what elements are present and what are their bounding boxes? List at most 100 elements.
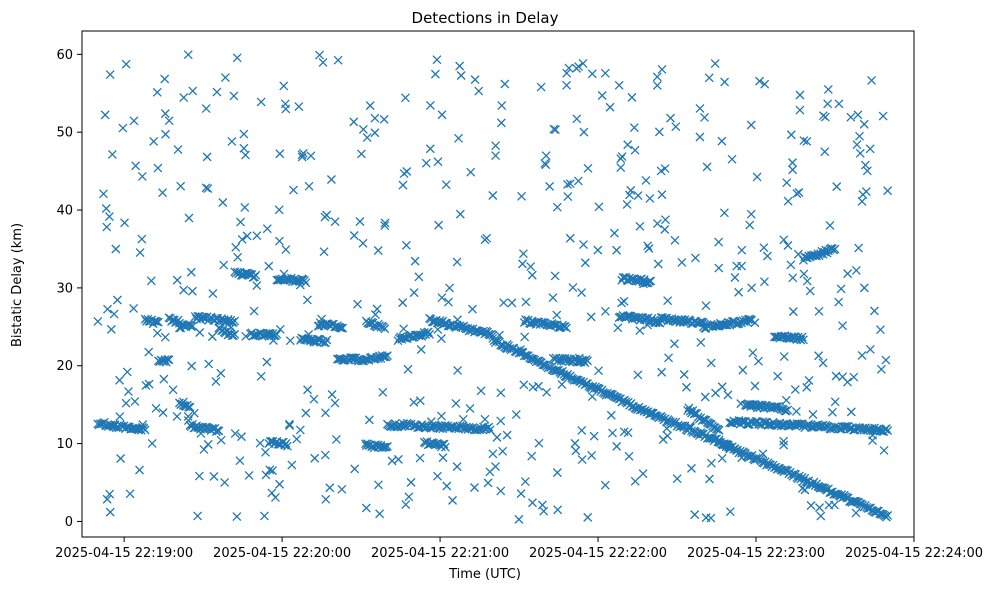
data-point-marker — [589, 431, 599, 441]
data-point-marker — [594, 202, 604, 212]
data-point-marker — [815, 503, 824, 513]
data-point-marker — [373, 480, 383, 490]
data-point-marker — [679, 317, 689, 327]
data-point-marker — [586, 312, 596, 322]
data-point-marker — [102, 494, 112, 504]
data-point-marker — [854, 243, 864, 253]
data-point-marker — [507, 298, 517, 308]
data-point-marker — [673, 315, 683, 325]
y-tick-label: 30 — [56, 281, 73, 296]
data-point-marker — [310, 453, 320, 463]
data-point-marker — [779, 235, 789, 245]
y-tick-label: 10 — [56, 437, 73, 452]
data-point-marker — [347, 353, 357, 363]
data-point-marker — [209, 472, 219, 481]
data-point-marker — [660, 225, 670, 234]
data-point-marker — [865, 344, 875, 354]
data-point-marker — [441, 180, 451, 190]
data-point-marker — [195, 328, 205, 337]
data-point-marker — [714, 263, 724, 273]
data-point-marker — [319, 247, 329, 257]
data-point-marker — [706, 458, 716, 468]
data-point-marker — [179, 93, 189, 103]
data-point-marker — [561, 323, 571, 333]
data-point-marker — [204, 359, 214, 369]
data-point-marker — [301, 408, 311, 418]
data-point-marker — [528, 498, 537, 508]
data-point-marker — [823, 99, 833, 109]
data-point-marker — [158, 408, 168, 418]
x-axis-title: Time (UTC) — [448, 567, 521, 582]
data-point-marker — [176, 181, 186, 191]
data-point-marker — [734, 319, 744, 328]
data-point-marker — [380, 324, 390, 334]
data-point-marker — [815, 483, 825, 493]
data-point-marker — [615, 312, 625, 322]
data-point-marker — [651, 318, 661, 328]
data-point-marker — [130, 397, 140, 406]
data-point-marker — [496, 388, 506, 398]
data-point-marker — [690, 510, 700, 520]
data-point-marker — [452, 462, 462, 472]
data-point-marker — [152, 317, 162, 327]
data-point-marker — [453, 365, 463, 375]
data-point-marker — [549, 124, 559, 134]
data-point-marker — [129, 116, 139, 126]
data-point-marker — [725, 507, 735, 517]
data-point-marker — [169, 315, 179, 325]
data-point-marker — [541, 151, 551, 161]
data-point-marker — [173, 145, 183, 154]
data-point-marker — [571, 446, 581, 456]
data-point-marker — [202, 152, 212, 162]
data-point-marker — [380, 352, 390, 362]
data-point-marker — [816, 511, 826, 521]
data-point-marker — [799, 269, 809, 279]
data-point-marker — [164, 116, 174, 126]
data-point-marker — [518, 249, 528, 259]
data-point-marker — [183, 416, 193, 426]
data-point-marker — [565, 355, 575, 365]
data-point-marker — [275, 479, 284, 489]
data-point-marker — [252, 281, 262, 291]
data-point-marker — [438, 453, 448, 463]
data-point-marker — [161, 129, 170, 139]
data-point-marker — [865, 144, 875, 154]
data-point-marker — [491, 151, 501, 161]
data-point-marker — [135, 465, 144, 475]
data-point-marker — [550, 125, 560, 135]
data-point-marker — [179, 285, 189, 295]
data-point-marker — [795, 471, 804, 481]
data-point-marker — [562, 80, 572, 90]
data-point-marker — [320, 450, 330, 460]
data-point-marker — [559, 322, 569, 332]
data-point-marker — [814, 306, 824, 316]
data-point-marker — [786, 130, 796, 140]
data-point-marker — [573, 176, 583, 186]
data-point-marker — [358, 124, 368, 134]
data-point-marker — [129, 303, 139, 313]
data-point-marker — [788, 158, 797, 168]
data-point-marker — [830, 244, 840, 254]
data-point-marker — [704, 474, 714, 484]
x-tick-label: 2025-04-15 22:20:00 — [213, 546, 351, 561]
data-point-marker — [409, 397, 419, 407]
data-point-marker — [455, 209, 465, 219]
data-point-marker — [736, 399, 746, 409]
data-point-marker — [285, 421, 295, 430]
data-point-marker — [734, 287, 744, 297]
data-point-marker — [514, 514, 524, 524]
data-point-marker — [605, 102, 615, 112]
data-point-marker — [297, 150, 307, 160]
data-point-marker — [131, 161, 141, 171]
data-point-marker — [758, 400, 768, 410]
y-axis-ticks: 0 10 20 30 40 50 60 — [56, 48, 82, 530]
data-point-marker — [804, 376, 814, 385]
data-point-marker — [364, 415, 374, 425]
data-point-marker — [758, 449, 768, 459]
data-point-marker — [241, 150, 250, 160]
data-point-marker — [552, 202, 562, 212]
data-point-marker — [630, 145, 640, 155]
data-point-marker — [121, 59, 131, 69]
data-point-marker — [118, 123, 128, 133]
data-point-marker — [474, 86, 484, 96]
